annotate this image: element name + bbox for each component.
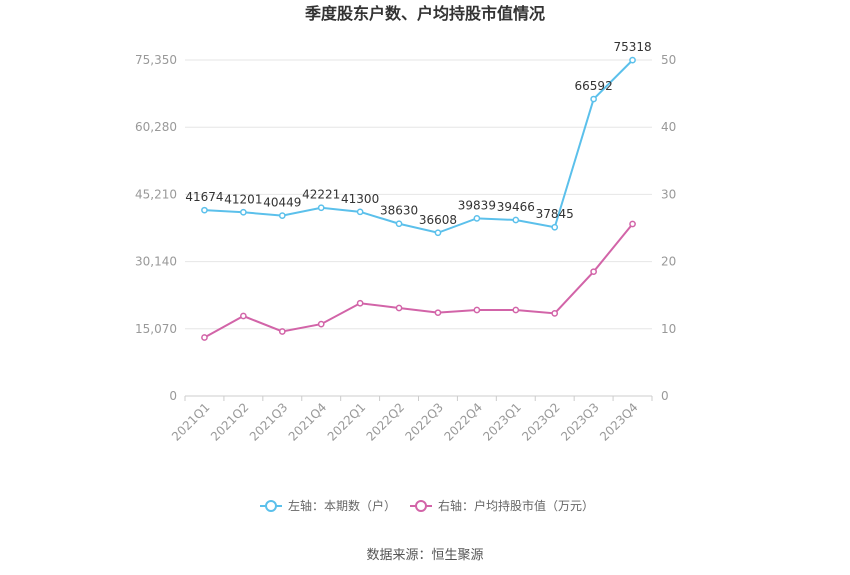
data-point [395, 304, 403, 312]
x-tick-label: 2021Q1 [169, 400, 213, 444]
data-label: 36608 [419, 213, 457, 227]
left-tick-label: 75,350 [135, 53, 177, 67]
right-tick-label: 30 [661, 187, 676, 201]
data-label: 75318 [613, 40, 651, 54]
data-point [512, 216, 520, 224]
data-point [590, 95, 597, 103]
data-point [434, 229, 442, 237]
data-point [473, 215, 481, 222]
data-point [240, 208, 247, 216]
data-point [201, 334, 208, 341]
data-point [629, 220, 636, 228]
data-point [395, 220, 403, 228]
x-tick-label: 2022Q2 [364, 400, 408, 444]
left-axis-ticks: 0 15,070 30,140 45,210 60,280 75,350 [135, 53, 177, 403]
legend-label: 右轴：户均持股市值（万元） [438, 498, 594, 513]
x-tick-label: 2021Q3 [247, 400, 291, 444]
data-label: 40449 [263, 196, 301, 210]
data-label: 41674 [185, 190, 223, 204]
right-tick-label: 0 [661, 389, 669, 403]
data-label: 37845 [536, 207, 574, 221]
right-tick-label: 50 [661, 53, 676, 67]
data-point [317, 320, 325, 328]
x-tick-label: 2023Q1 [480, 400, 524, 444]
data-point [551, 309, 559, 317]
data-point [551, 223, 559, 231]
data-point [434, 309, 442, 317]
x-tick-label: 2023Q4 [597, 400, 641, 444]
source-note: 数据来源：恒生聚源 [366, 548, 483, 563]
data-point [278, 212, 286, 219]
legend: 左轴：本期数（户） 右轴：户均持股市值（万元） [260, 498, 594, 513]
x-tick-label: 2023Q3 [558, 400, 602, 444]
data-point [240, 312, 247, 320]
data-point [201, 206, 208, 214]
data-label: 41201 [224, 192, 262, 206]
left-tick-label: 60,280 [135, 120, 177, 134]
data-point [590, 268, 597, 276]
x-tick-label: 2021Q2 [208, 400, 252, 444]
data-point [317, 204, 325, 212]
data-point [356, 208, 364, 216]
left-tick-label: 0 [169, 389, 177, 403]
data-label: 66592 [575, 79, 613, 93]
series-line-2 [203, 223, 634, 339]
data-point [278, 328, 286, 335]
data-point [512, 306, 520, 314]
left-tick-label: 30,140 [135, 255, 177, 269]
x-tick-label: 2022Q1 [325, 400, 369, 444]
x-tick-label: 2022Q3 [403, 400, 447, 444]
legend-label: 左轴：本期数（户） [288, 498, 396, 513]
legend-marker [415, 500, 427, 512]
data-point [473, 306, 481, 314]
data-label: 41300 [341, 192, 379, 206]
data-point [629, 56, 636, 64]
left-tick-label: 15,070 [135, 322, 177, 336]
data-label: 39466 [497, 200, 535, 214]
right-tick-label: 40 [661, 120, 676, 134]
left-tick-label: 45,210 [135, 187, 177, 201]
data-label: 42221 [302, 188, 340, 202]
data-label: 38630 [380, 204, 418, 218]
right-tick-label: 20 [661, 255, 676, 269]
x-axis-ticks: 2021Q12021Q22021Q32021Q42022Q12022Q22022… [169, 396, 653, 444]
x-tick-label: 2021Q4 [286, 400, 330, 444]
x-tick-label: 2023Q2 [519, 400, 563, 444]
data-point [356, 299, 364, 307]
data-label: 39839 [458, 198, 496, 212]
right-axis-ticks: 0 10 20 30 40 50 [661, 53, 676, 403]
right-tick-label: 10 [661, 322, 676, 336]
legend-marker [265, 500, 277, 512]
x-tick-label: 2022Q4 [441, 400, 485, 444]
series-line-1 [204, 59, 634, 234]
chart-title: 季度股东户数、户均持股市值情况 [304, 4, 545, 23]
